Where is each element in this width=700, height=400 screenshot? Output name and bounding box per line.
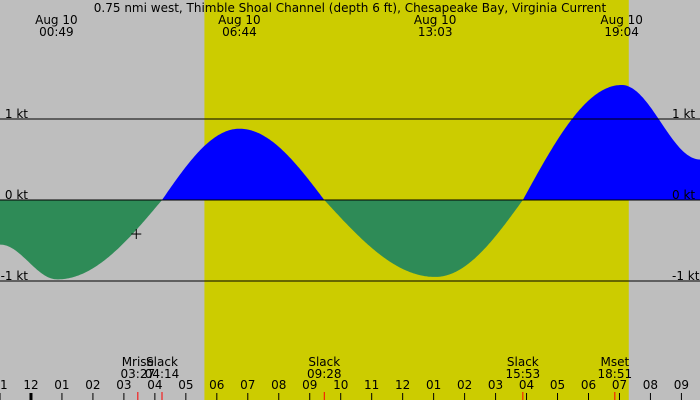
- chart-title: 0.75 nmi west, Thimble Shoal Channel (de…: [94, 1, 607, 15]
- y-tick-label: 0 kt: [5, 188, 28, 202]
- hour-tick-label: 02: [457, 378, 472, 392]
- cursor-marker: [131, 229, 142, 240]
- hour-tick-label: 11: [0, 378, 8, 392]
- event-time-label: 18:51: [598, 367, 633, 381]
- extreme-time-label: 06:44: [222, 25, 257, 39]
- y-tick-label: 0 kt: [672, 188, 695, 202]
- hour-tick-label: 07: [240, 378, 255, 392]
- hour-tick-label: 05: [178, 378, 193, 392]
- hour-tick-label: 07: [612, 378, 627, 392]
- hour-tick-label: 06: [209, 378, 224, 392]
- y-tick-label: -1 kt: [672, 269, 700, 283]
- hour-axis: 11 12 01 02 03 04 05 06 07 08 09 10 11 12 01 02 03 04 05 06…: [0, 378, 689, 400]
- hour-tick-label: 04: [147, 378, 162, 392]
- event-time-label: 09:28: [307, 367, 342, 381]
- y-tick-label: -1 kt: [1, 269, 29, 283]
- hour-tick-label: 12: [23, 378, 38, 392]
- hour-tick-label: 01: [426, 378, 441, 392]
- y-axis-labels: 1 kt 1 kt 0 kt 0 kt -1 kt -1 kt: [1, 107, 700, 283]
- hour-tick-label: 11: [364, 378, 379, 392]
- ebb-current-area: [0, 200, 700, 280]
- event-time-label: 04:14: [145, 367, 180, 381]
- extreme-time-label: 19:04: [604, 25, 639, 39]
- hour-tick-label: 05: [550, 378, 565, 392]
- hour-tick-label: 08: [271, 378, 286, 392]
- hour-tick-label: 10: [333, 378, 348, 392]
- flood-current-area: [0, 85, 700, 200]
- event-time-label: 03:27: [121, 367, 156, 381]
- event-name-label: Mrise: [122, 355, 154, 369]
- extreme-date-label: Aug 10: [218, 13, 261, 27]
- hour-tick-label: 08: [643, 378, 658, 392]
- event-name-label: Slack: [507, 355, 539, 369]
- event-name-label: Slack: [146, 355, 178, 369]
- y-tick-label: 1 kt: [672, 107, 695, 121]
- hour-tick-label: 04: [519, 378, 534, 392]
- hour-tick-label: 03: [488, 378, 503, 392]
- hour-tick-label: 01: [54, 378, 69, 392]
- hour-tick-label: 06: [581, 378, 596, 392]
- y-tick-label: 1 kt: [5, 107, 28, 121]
- event-name-label: Mset: [600, 355, 629, 369]
- extreme-date-label: Aug 10: [600, 13, 643, 27]
- hour-tick-label: 03: [116, 378, 131, 392]
- y-gridlines: [0, 118, 700, 282]
- event-time-label: 15:53: [506, 367, 541, 381]
- extreme-time-label: 00:49: [39, 25, 74, 39]
- hour-tick-label: 09: [302, 378, 317, 392]
- extreme-time-label: 13:03: [418, 25, 453, 39]
- extreme-date-label: Aug 10: [35, 13, 78, 27]
- hour-tick-label: 09: [674, 378, 689, 392]
- hour-tick-label: 02: [85, 378, 100, 392]
- hour-tick-label: 12: [395, 378, 410, 392]
- event-name-label: Slack: [308, 355, 340, 369]
- event-labels: Mrise03:27Slack04:14Slack09:28Slack15:53…: [121, 355, 633, 400]
- extreme-date-label: Aug 10: [414, 13, 457, 27]
